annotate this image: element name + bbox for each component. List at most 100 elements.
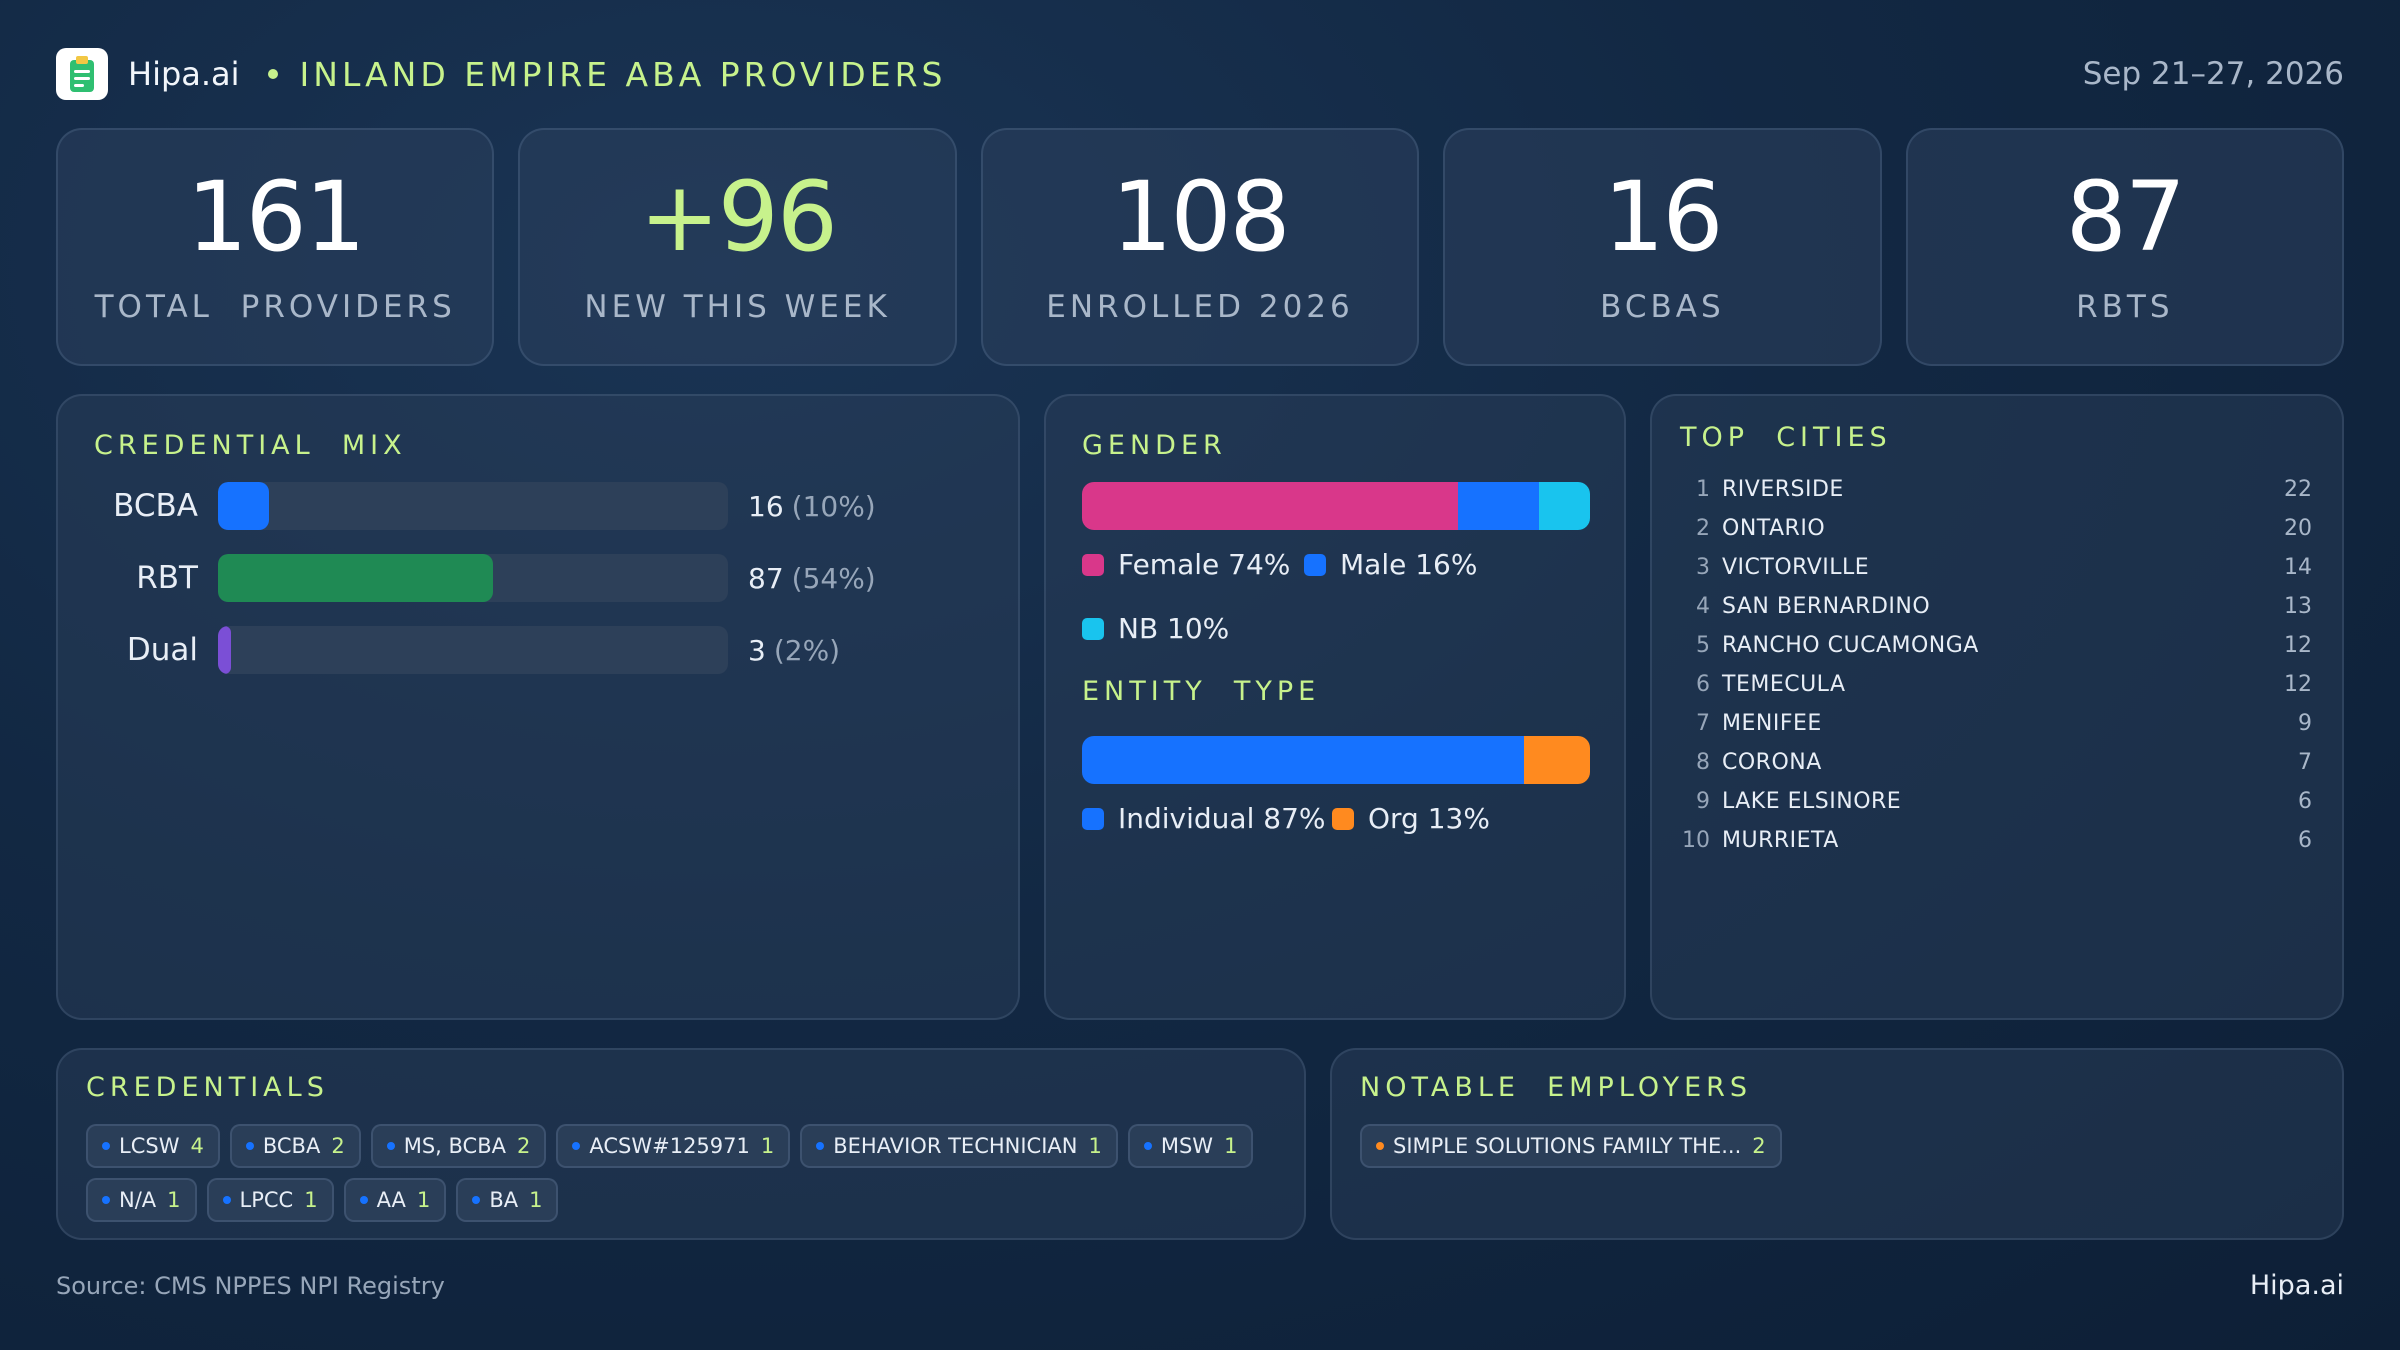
city-count: 7	[2298, 749, 2312, 775]
chip-dot	[472, 1196, 481, 1204]
credential-mix-card: CREDENTIAL MIX BCBA 16 (10%) RBT 87 (54%) …	[56, 394, 1020, 1020]
footer-brand: Hipa.ai	[2249, 1270, 2344, 1301]
legend-male: Male 16%	[1304, 548, 1477, 581]
city-count: 9	[2298, 710, 2312, 736]
credential-count: 3 (2%)	[748, 633, 841, 667]
credential-name: RBT	[136, 560, 198, 596]
city-count: 12	[2284, 671, 2312, 697]
credential-bar-track	[218, 482, 728, 530]
city-rank: 7	[1696, 710, 1710, 736]
credential-row-bcba: BCBA 16 (10%)	[94, 482, 876, 530]
legend-swatch	[1082, 617, 1104, 640]
city-name: RANCHO CUCAMONGA	[1722, 632, 1979, 658]
chip-dot	[102, 1196, 110, 1204]
credential-chip: BEHAVIOR TECHNICIAN 1	[800, 1124, 1118, 1168]
title-separator-dot	[267, 69, 278, 79]
kpi-row: 161 TOTAL PROVIDERS +96 NEW THIS WEEK 10…	[56, 128, 2345, 366]
chip-count: 1	[304, 1188, 318, 1212]
city-rank: 6	[1696, 671, 1710, 697]
credential-bar-fill	[218, 482, 269, 530]
credential-bar-track	[218, 626, 728, 674]
credential-row-dual: Dual 3 (2%)	[94, 626, 840, 674]
city-count: 20	[2284, 515, 2312, 541]
stacked-bar-segment	[1539, 482, 1590, 530]
legend-swatch	[1304, 553, 1326, 576]
employers-card: NOTABLE EMPLOYERS SIMPLE SOLUTIONS FAMIL…	[1330, 1048, 2344, 1240]
credential-chip: BCBA 2	[229, 1124, 361, 1168]
city-row: 3 VICTORVILLE 14	[1682, 550, 2312, 584]
gender-entity-card: GENDER Female 74% Male 16% NB 10% ENTITY…	[1044, 394, 1626, 1020]
kpi-value: 16	[1603, 161, 1723, 273]
city-row: 9 LAKE ELSINORE 6	[1682, 784, 2312, 818]
city-name: MENIFEE	[1722, 710, 1822, 736]
city-name: CORONA	[1722, 749, 1822, 775]
chip-count: 1	[1088, 1134, 1102, 1158]
legend-nb: NB 10%	[1082, 612, 1229, 645]
chip-label: AA	[376, 1188, 406, 1212]
clipboard-icon	[56, 48, 108, 100]
chip-dot	[359, 1196, 368, 1204]
chip-count: 1	[167, 1188, 181, 1212]
chip-count: 2	[1752, 1134, 1766, 1158]
city-row: 5 RANCHO CUCAMONGA 12	[1682, 628, 2312, 662]
city-count: 14	[2284, 554, 2312, 580]
city-name: RIVERSIDE	[1722, 476, 1844, 502]
chip-label: BCBA	[262, 1134, 321, 1158]
city-rank: 10	[1682, 827, 1710, 853]
credential-chip: N/A 1	[86, 1178, 197, 1222]
chip-label: BEHAVIOR TECHNICIAN	[833, 1134, 1078, 1158]
credential-row-rbt: RBT 87 (54%)	[94, 554, 876, 602]
city-name: ONTARIO	[1722, 515, 1826, 541]
brand-name: Hipa.ai	[128, 55, 240, 93]
chip-dot	[1376, 1142, 1384, 1150]
city-count: 12	[2284, 632, 2312, 658]
credential-chip: AA 1	[343, 1178, 447, 1222]
chip-count: 1	[529, 1188, 543, 1212]
legend-individual: Individual 87%	[1082, 802, 1326, 835]
kpi-value: 108	[1111, 161, 1290, 273]
card-title: NOTABLE EMPLOYERS	[1360, 1072, 1753, 1103]
legend-org: Org 13%	[1332, 802, 1490, 835]
stacked-bar-segment	[1082, 736, 1524, 784]
chip-count: 1	[1224, 1134, 1238, 1158]
credential-chip: BA 1	[456, 1178, 559, 1222]
stacked-bar-segment	[1457, 482, 1540, 530]
chip-dot	[572, 1142, 581, 1150]
legend-swatch	[1082, 553, 1104, 576]
stacked-bar-segment	[1082, 482, 1458, 530]
city-name: VICTORVILLE	[1722, 554, 1870, 580]
credential-count: 87 (54%)	[748, 561, 876, 595]
page-title: INLAND EMPIRE ABA PROVIDERS	[299, 54, 947, 94]
kpi-value: 161	[186, 161, 366, 273]
card-title: CREDENTIAL MIX	[94, 430, 407, 461]
chip-label: LPCC	[239, 1188, 294, 1212]
entity-type-stacked-bar	[1082, 736, 1590, 784]
stacked-bar-segment	[1523, 736, 1590, 784]
credential-chip: LPCC 1	[206, 1178, 334, 1222]
top-cities-card: TOP CITIES 1 RIVERSIDE 22 2 ONTARIO 20 3 VICTOR…	[1650, 394, 2344, 1020]
city-rank: 5	[1696, 632, 1710, 658]
city-count: 6	[2298, 788, 2312, 814]
chip-label: N/A	[119, 1188, 157, 1212]
credential-chip: ACSW#125971 1	[556, 1124, 791, 1168]
city-rank: 9	[1696, 788, 1710, 814]
card-title: CREDENTIALS	[86, 1072, 329, 1103]
kpi-value: 87	[2065, 161, 2186, 273]
chip-label: ACSW#125971	[589, 1134, 750, 1158]
legend-swatch	[1082, 807, 1104, 830]
chip-dot	[1143, 1142, 1152, 1150]
kpi-label: TOTAL PROVIDERS	[94, 289, 456, 325]
kpi-label: NEW THIS WEEK	[584, 289, 891, 325]
chip-count: 4	[190, 1134, 204, 1158]
city-count: 6	[2298, 827, 2312, 853]
card-title: TOP CITIES	[1680, 422, 1892, 453]
chip-label: MSW	[1160, 1134, 1214, 1158]
city-row: 1 RIVERSIDE 22	[1682, 472, 2312, 506]
kpi-card-enrolled: 108 ENROLLED 2026	[980, 128, 1420, 366]
credential-name: BCBA	[113, 488, 198, 524]
credential-bar-fill	[218, 554, 494, 602]
city-row: 8 CORONA 7	[1682, 745, 2312, 779]
employer-chip: SIMPLE SOLUTIONS FAMILY THE... 2	[1360, 1124, 1782, 1168]
credential-chip: LCSW 4	[86, 1124, 220, 1168]
city-row: 2 ONTARIO 20	[1682, 511, 2312, 545]
